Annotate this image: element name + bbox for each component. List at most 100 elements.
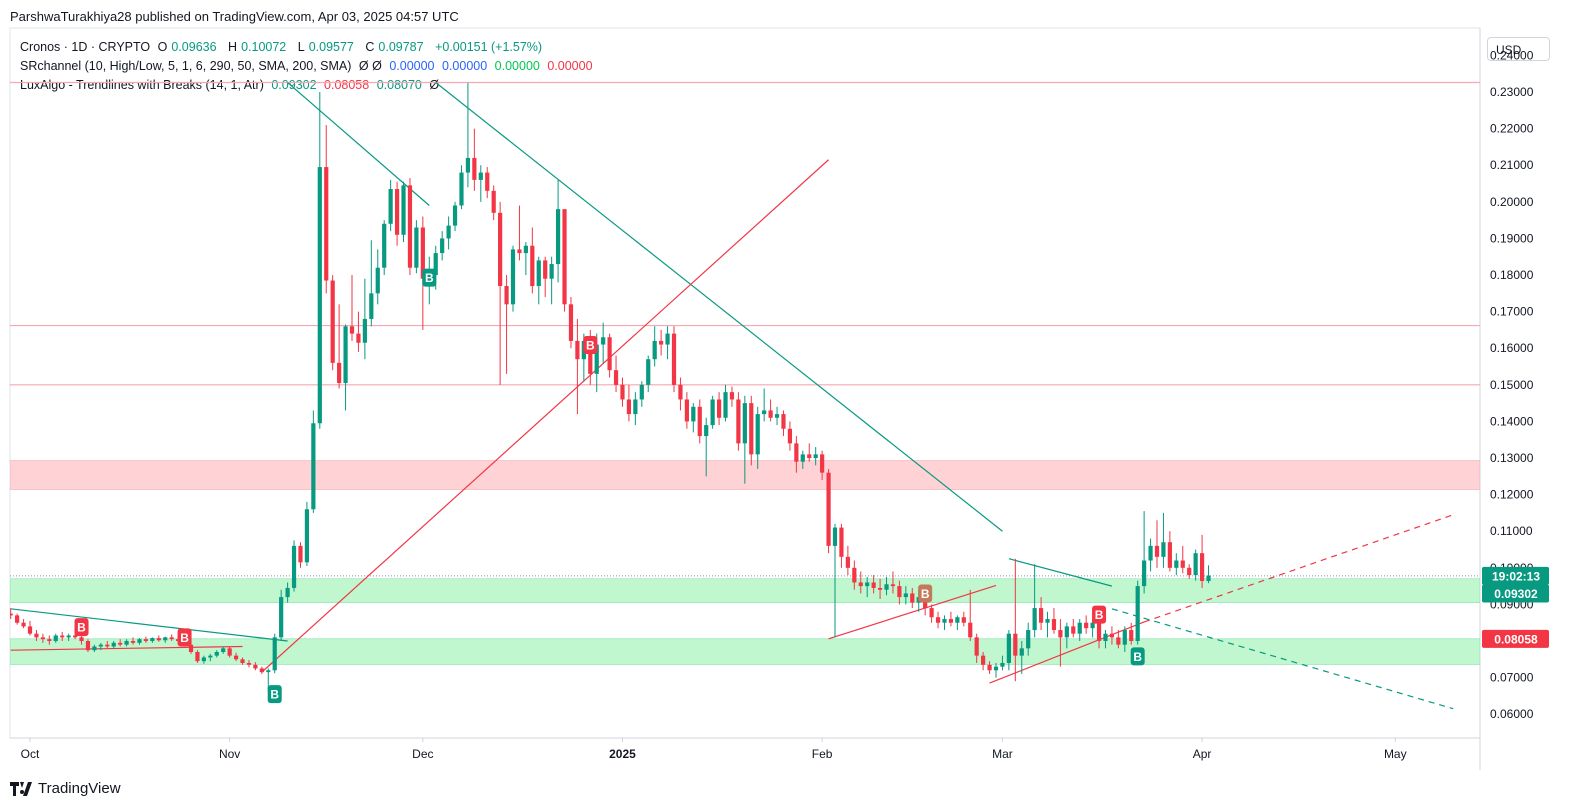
- candle-body: [311, 423, 316, 510]
- y-tick-label: 0.12000: [1490, 488, 1534, 502]
- candle-body: [807, 454, 812, 459]
- candle-body: [852, 567, 857, 583]
- break-marker-badge: [422, 268, 437, 287]
- sr-zone: [10, 578, 1480, 603]
- price-axis-badge: [1482, 566, 1549, 585]
- break-marker-label: B: [180, 631, 189, 645]
- legend-indicator-srchannel[interactable]: SRchannel (10, High/Low, 5, 1, 6, 290, 5…: [20, 59, 593, 73]
- candle-body: [79, 637, 84, 642]
- candle-body: [105, 644, 110, 647]
- candle-body: [1019, 648, 1024, 656]
- candle-body: [575, 340, 580, 360]
- y-tick-label: 0.17000: [1490, 305, 1534, 319]
- candle-body: [1058, 630, 1063, 638]
- candle-body: [832, 527, 838, 546]
- candle-body: [227, 648, 232, 656]
- candle-body: [729, 392, 735, 400]
- candle-body: [1174, 560, 1179, 568]
- break-marker-badge: [267, 685, 282, 704]
- candle-body: [291, 545, 297, 588]
- candle-body: [420, 227, 425, 279]
- x-tick-label: Nov: [219, 747, 240, 761]
- candle-body: [691, 406, 696, 422]
- break-marker: B: [422, 268, 437, 287]
- candle-body: [169, 637, 174, 640]
- candle-body: [910, 593, 915, 603]
- candle-body: [143, 639, 149, 642]
- candle-body: [266, 670, 271, 673]
- candle-body: [356, 333, 361, 343]
- candle-body: [279, 597, 284, 638]
- candle-body: [1013, 633, 1018, 656]
- low-value: 0.09577: [308, 40, 354, 54]
- candle-body: [1006, 633, 1011, 663]
- candle-body: [536, 260, 541, 287]
- candle-body: [498, 212, 503, 287]
- candle-body: [671, 333, 677, 385]
- candle-body: [1161, 542, 1166, 557]
- legend-indicator-luxalgo[interactable]: LuxAlgo - Trendlines with Breaks (14, 1,…: [20, 78, 440, 92]
- candle-body: [942, 619, 947, 623]
- candle-body: [21, 622, 26, 627]
- candle-body: [1109, 633, 1115, 638]
- chart-legend: Cronos · 1D · CRYPTO O 0.09636 H 0.10072 L…: [20, 38, 597, 95]
- price-axis-badge-label: 0.09302: [1494, 587, 1538, 601]
- break-marker-label: B: [921, 587, 930, 601]
- trendline: [828, 584, 997, 640]
- candle-body: [800, 454, 805, 462]
- break-marker-label: B: [425, 271, 434, 285]
- y-tick-label: 0.11000: [1490, 524, 1533, 538]
- candle-body: [1064, 626, 1069, 638]
- tradingview-logo[interactable]: TradingView: [10, 780, 121, 797]
- trendline: [10, 608, 288, 642]
- candle-body: [981, 655, 986, 665]
- symbol-label[interactable]: Cronos · 1D · CRYPTO: [20, 40, 151, 54]
- x-tick-label: Mar: [992, 747, 1013, 761]
- candle-body: [485, 172, 490, 191]
- break-marker-label: B: [77, 621, 86, 635]
- close-value: 0.09787: [378, 40, 424, 54]
- candle-body: [137, 639, 142, 643]
- candle-body: [1122, 630, 1127, 645]
- candle-body: [1193, 553, 1198, 576]
- trendline: [10, 645, 243, 651]
- break-marker-badge: [74, 618, 89, 637]
- publisher-info: ParshwaTurakhiya28 published on TradingV…: [10, 9, 459, 24]
- candle-body: [130, 641, 136, 643]
- currency-button[interactable]: USD: [1487, 37, 1550, 61]
- candle-body: [1038, 608, 1044, 623]
- candle-body: [60, 635, 65, 638]
- candle-body: [517, 249, 522, 254]
- candle-body: [1142, 560, 1147, 587]
- candle-body: [929, 608, 934, 618]
- candle-body: [1032, 608, 1037, 631]
- candle-body: [504, 286, 509, 305]
- candle-body: [684, 399, 689, 422]
- candle-body: [472, 157, 477, 180]
- break-marker: B: [267, 685, 282, 704]
- candle-body: [877, 587, 883, 590]
- candle-body: [201, 657, 206, 662]
- candle-body: [118, 642, 123, 645]
- break-marker-label: B: [1095, 608, 1104, 622]
- x-tick-label: May: [1384, 747, 1407, 761]
- plot-layer: B B B B B B B B: [10, 81, 1480, 710]
- candle-body: [349, 326, 355, 334]
- break-marker: B: [1130, 647, 1145, 666]
- candle-body: [53, 635, 58, 642]
- break-marker: B: [177, 628, 192, 647]
- candle-body: [440, 238, 445, 254]
- candle-body: [1167, 542, 1172, 568]
- break-marker-badge: [583, 335, 598, 354]
- break-marker: B: [74, 618, 89, 637]
- brand-name: TradingView: [38, 780, 121, 797]
- candle-body: [955, 617, 960, 623]
- candle-body: [324, 167, 329, 281]
- candle-body: [1096, 622, 1102, 642]
- candle-body: [72, 635, 78, 638]
- candle-body: [163, 637, 168, 641]
- candle-body: [1199, 553, 1205, 581]
- candle-body: [394, 189, 400, 235]
- break-marker-badge: [918, 584, 933, 603]
